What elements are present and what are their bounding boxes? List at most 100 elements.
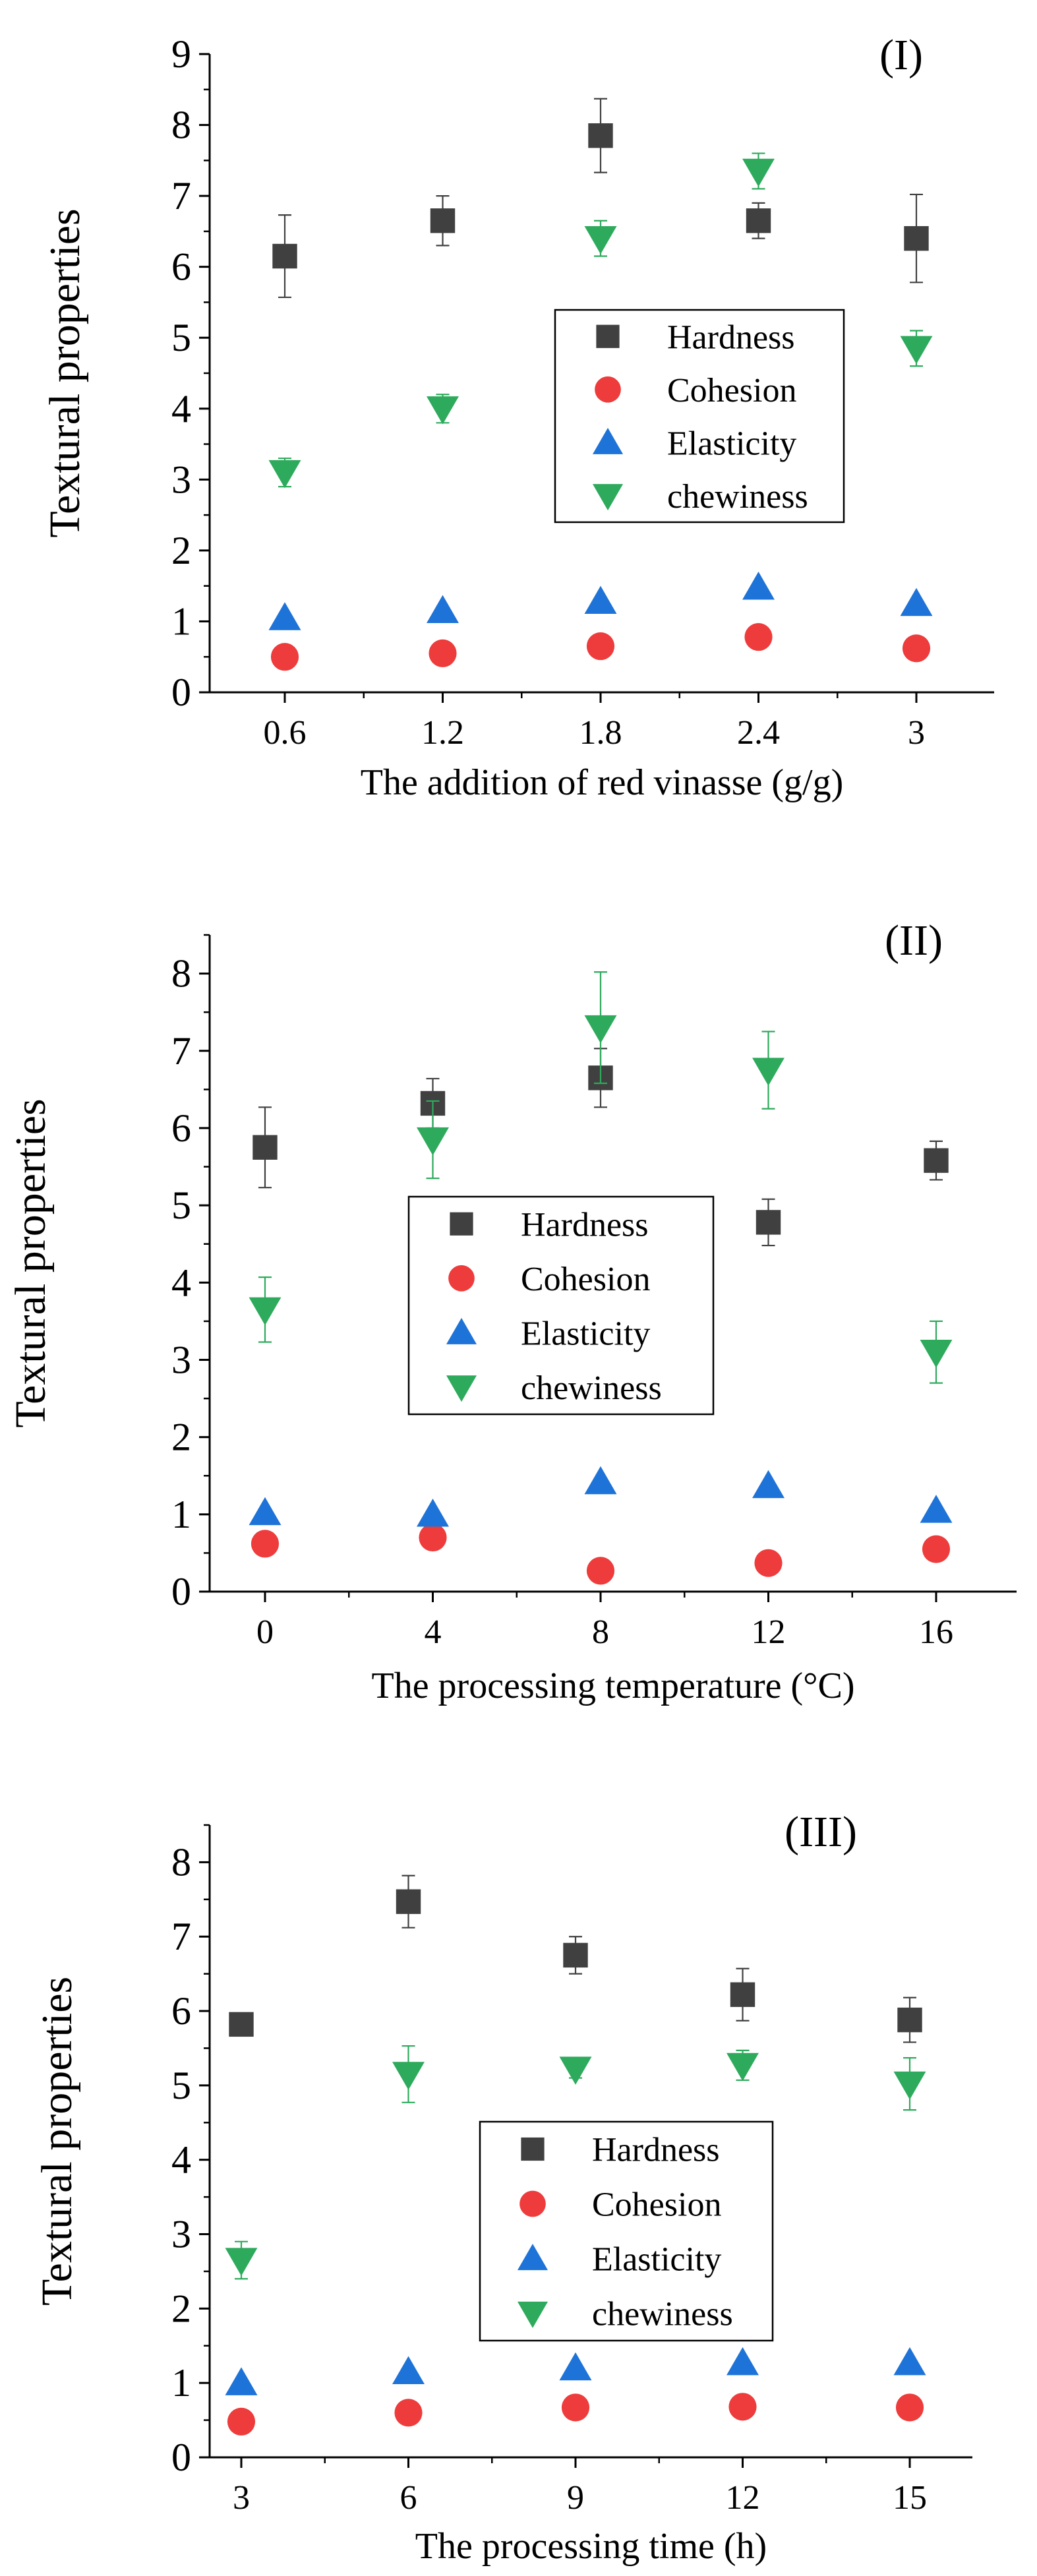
data-point-chewiness [726,2052,759,2082]
y-tick-label: 4 [171,1261,191,1304]
x-tick-label: 3 [908,714,925,752]
data-point-elasticity [427,595,459,624]
data-point-elasticity [726,2347,759,2376]
y-tick-label: 1 [171,2361,191,2405]
data-point-elasticity [268,602,301,630]
x-axis-label: The processing temperature (°C) [371,1665,854,1706]
series-hardness [252,1048,949,1247]
legend: Hardness Cohesion Elasticity chewiness [407,1195,715,1416]
y-axis-label: Textural properties [41,208,89,537]
legend-marker-chewiness [517,2301,548,2328]
legend-label: chewiness [592,2296,733,2333]
legend-label: chewiness [667,478,808,516]
series-chewiness [249,971,953,1384]
legend-label: Hardness [592,2132,720,2169]
x-tick-label: 4 [425,1613,442,1651]
data-point-elasticity [249,1497,281,1526]
y-tick-label: 2 [171,529,191,572]
series-hardness [229,1874,922,2043]
legend-label: Elasticity [521,1315,650,1352]
data-point-hardness [904,225,929,251]
y-tick-label: 8 [171,1840,191,1884]
y-tick-label: 8 [171,104,191,147]
data-point-chewiness [893,2071,926,2100]
data-point-chewiness [249,1297,281,1326]
data-point-hardness [756,1210,781,1235]
data-point-chewiness [417,1127,449,1156]
legend-label: Cohesion [592,2186,721,2224]
panel-label: (III) [785,1808,857,1856]
data-point-cohesion [754,1549,783,1577]
data-point-hardness [730,1982,756,2007]
x-axis-label: The processing time (h) [415,2526,767,2567]
data-point-chewiness [742,158,775,187]
x-tick-label: 15 [893,2479,927,2517]
legend-marker-cohesion [595,376,621,403]
data-point-chewiness [752,1058,785,1086]
x-tick-label: 1.2 [421,714,464,752]
legend-marker-cohesion [519,2190,546,2217]
data-point-elasticity [742,572,775,600]
data-point-hardness [252,1135,278,1160]
y-tick-label: 0 [171,671,191,714]
chart-panel-1: 0 1 2 3 4 5 6 7 8 9 0.6 1.2 1.8 2.4 3 The addition of r… [41,31,994,803]
data-point-elasticity [559,2352,592,2381]
data-point-elasticity [417,1499,449,1527]
series-cohesion [251,1523,951,1585]
series-hardness [272,98,929,299]
y-axis-label: Textural properties [7,1098,55,1427]
series-elasticity [225,2347,926,2395]
legend-label: Hardness [521,1206,649,1243]
y-tick-label: 4 [171,2138,191,2182]
legend-marker-cohesion [448,1265,475,1292]
series-cohesion [270,623,931,671]
data-point-elasticity [893,2347,926,2376]
data-point-cohesion [728,2393,757,2421]
x-tick-label: 12 [752,1613,786,1651]
data-point-chewiness [268,460,301,489]
data-point-cohesion [922,1535,951,1563]
x-tick-label: 0.6 [264,714,307,752]
data-point-elasticity [392,2356,425,2384]
data-point-cohesion [586,1557,615,1585]
y-tick-label: 2 [171,1416,191,1459]
x-tick-label: 16 [919,1613,953,1651]
y-tick-label: 3 [171,1338,191,1381]
legend: Hardness Cohesion Elasticity chewiness [554,309,845,524]
y-tick-label: 9 [171,32,191,76]
legend-marker-elasticity [592,427,624,454]
legend-label: Cohesion [521,1261,650,1298]
data-point-chewiness [559,2056,592,2085]
y-tick-label: 3 [171,458,191,501]
y-axis-label: Textural properties [33,1977,81,2306]
y-tick-label: 2 [171,2287,191,2330]
y-tick-label: 7 [171,1915,191,1958]
x-tick-label: 12 [726,2479,760,2517]
y-tick-label: 7 [171,174,191,218]
legend-marker-elasticity [517,2244,548,2271]
data-point-chewiness [427,396,459,425]
data-point-chewiness [584,1015,617,1044]
data-point-hardness [229,2012,254,2037]
legend-marker-elasticity [446,1317,477,1344]
data-point-elasticity [920,1495,953,1523]
y-tick-label: 7 [171,1029,191,1073]
legend-marker-chewiness [592,484,624,511]
data-point-elasticity [900,587,933,616]
y-tick-label: 6 [171,1989,191,2033]
y-tick-label: 0 [171,2436,191,2479]
panel-label: (II) [885,916,943,965]
data-point-cohesion [251,1530,280,1558]
y-tick-label: 1 [171,599,191,643]
data-point-cohesion [419,1523,447,1552]
series-chewiness [225,2045,926,2280]
legend-label: chewiness [521,1369,662,1407]
data-point-hardness [924,1148,949,1173]
y-tick-label: 1 [171,1493,191,1536]
data-point-hardness [272,243,297,269]
data-point-chewiness [225,2248,258,2276]
series-elasticity [268,572,933,630]
